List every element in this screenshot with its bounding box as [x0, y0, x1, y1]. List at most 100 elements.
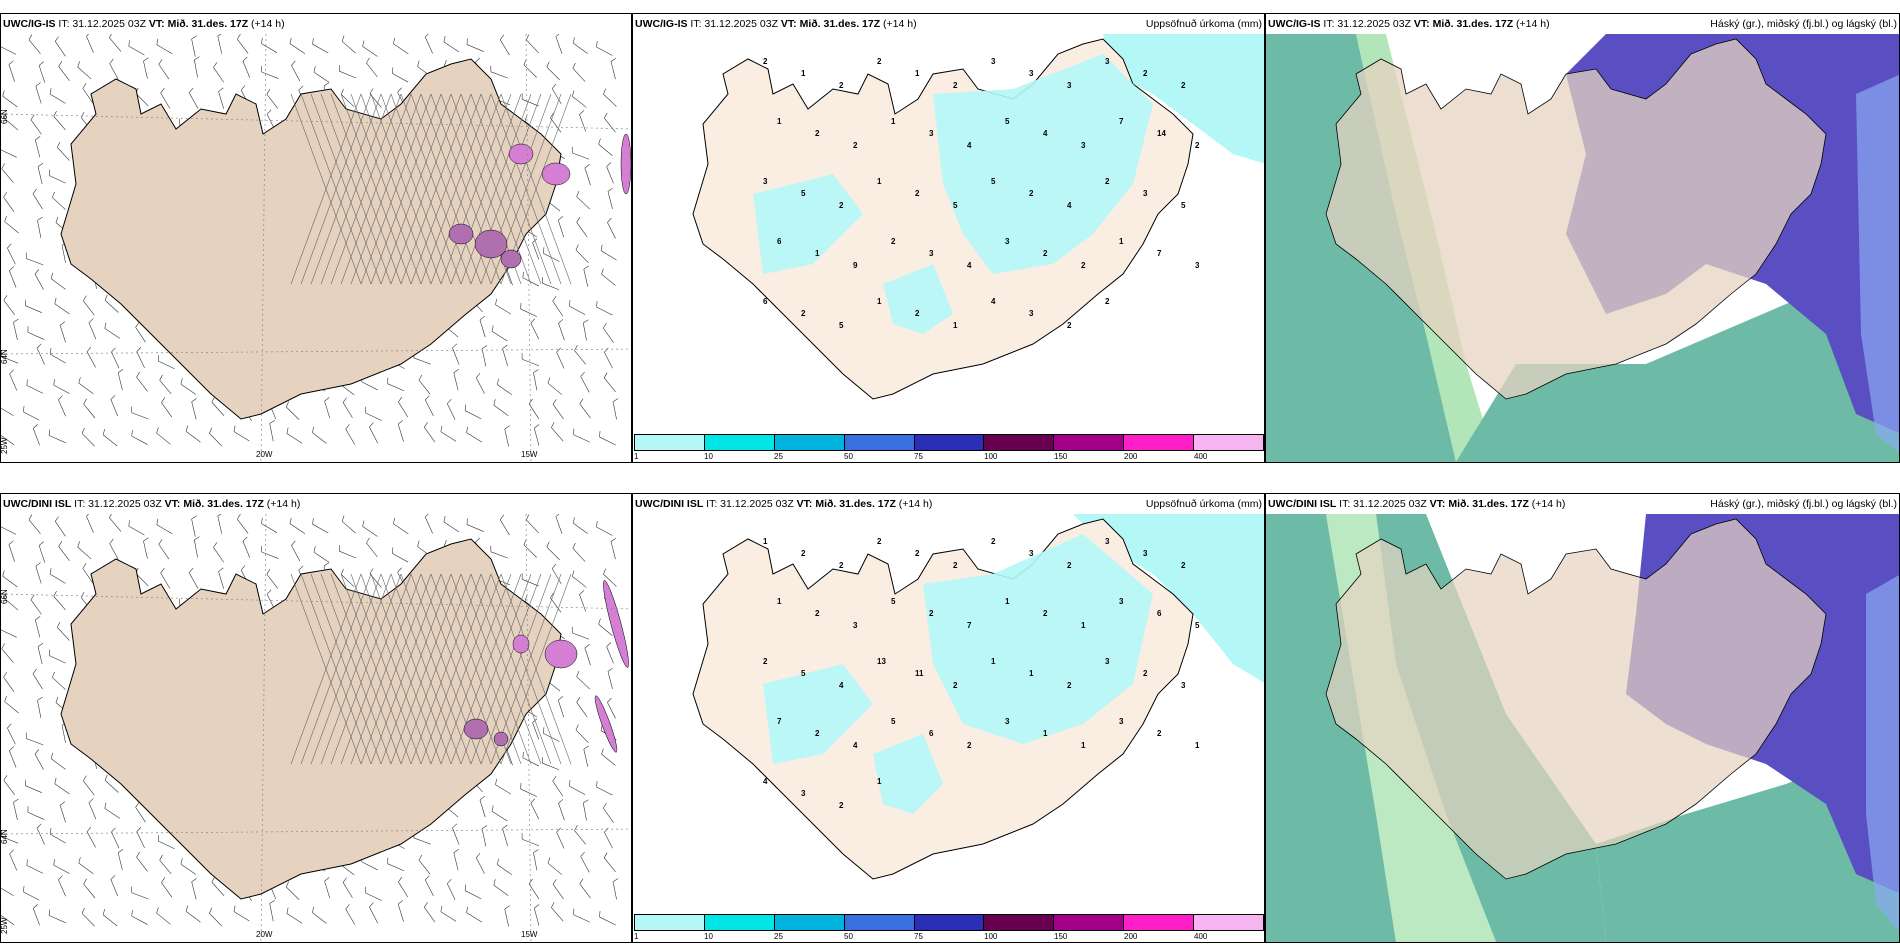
precip-value: 3 [1119, 717, 1124, 726]
wind-barb [607, 671, 613, 689]
precip-value: 3 [1005, 717, 1010, 726]
wind-barb [54, 41, 66, 57]
wind-barb-flag [266, 589, 272, 595]
colorbar-swatch [704, 435, 775, 450]
high-cloud-south [1456, 256, 1899, 462]
precip-value: 2 [929, 609, 934, 618]
precip-value: 2 [877, 537, 882, 546]
wind-barb-flag [600, 724, 603, 731]
colorbar-ticks: 1 10 25 50 75 100 150 200 400 [634, 932, 1264, 942]
wind-barb [7, 248, 16, 265]
precip-panel-top: UWC/IG-IS IT: 31.12.2025 03Z VT: Mið. 31… [632, 13, 1265, 463]
wind-barb-flag [109, 58, 114, 64]
cloud-title: Háský (gr.), miðský (fj.bl.) og lágský (… [1710, 498, 1897, 510]
precip-value: 13 [877, 657, 886, 666]
wind-barb [341, 574, 355, 588]
wind-barb-flag [3, 191, 8, 198]
precip-value: 2 [915, 189, 920, 198]
wind-barb [4, 118, 19, 131]
wind-barb [425, 399, 434, 417]
wind-barb [58, 546, 70, 562]
wind-barb-flag [117, 369, 124, 373]
wind-barb-flag [502, 344, 508, 349]
wind-barb-flag [598, 618, 601, 625]
wind-barb [499, 519, 510, 536]
wind-barb [82, 88, 94, 104]
wind-barb-flag [601, 268, 604, 275]
panel-title: UWC/IG-IS IT: 31.12.2025 03Z VT: Mið. 31… [635, 18, 917, 30]
colorbar-tick: 75 [914, 932, 923, 941]
wind-barb [78, 862, 94, 875]
wind-barb-flag [102, 428, 106, 435]
wind-barb [521, 579, 539, 587]
precip-value: 1 [877, 777, 882, 786]
wind-barb-flag [8, 540, 14, 545]
precip-value: 3 [1105, 57, 1110, 66]
wind-barb [78, 382, 94, 395]
wind-barb [583, 749, 589, 767]
wind-barb-flag [369, 422, 374, 428]
colorbar-tick: 200 [1124, 932, 1138, 941]
wind-barb [3, 300, 15, 315]
wind-barb [583, 269, 589, 287]
wind-barb-flag [109, 538, 114, 544]
wind-barb-flag [523, 539, 527, 546]
wind-barb [607, 702, 616, 719]
wind-barb-flag [345, 904, 350, 910]
wind-barb-flag [217, 514, 222, 517]
wind-barb-flag [479, 315, 485, 321]
precip-value: 7 [1119, 117, 1124, 126]
wind-barb [50, 758, 66, 770]
wind-barb [53, 384, 70, 394]
wind-barb [1, 629, 17, 638]
hatch-line [350, 573, 422, 765]
wind-barb [237, 518, 249, 534]
wind-barb-flag [602, 322, 607, 329]
wind-barb [30, 119, 42, 135]
wind-barb [83, 780, 95, 796]
precip-value: 1 [777, 597, 782, 606]
wind-barb [533, 372, 538, 391]
wind-barb [53, 596, 66, 611]
wind-barb [557, 700, 565, 718]
wind-barb [574, 350, 587, 365]
wind-barb [495, 784, 512, 795]
wind-barb [397, 424, 404, 442]
wind-barb-flag [233, 905, 236, 912]
wind-barb-flag [604, 112, 608, 119]
precip-value: 2 [915, 549, 920, 558]
colorbar-swatch [1124, 435, 1195, 450]
wind-barb [242, 540, 251, 558]
wind-barb-flag [53, 379, 55, 386]
wind-barb-flag [191, 35, 197, 40]
wind-barb [313, 551, 330, 563]
wind-barb [506, 268, 513, 286]
wind-barb [398, 401, 409, 418]
wind-barb-flag [397, 900, 404, 905]
wind-barb-flag [444, 59, 447, 66]
precip-value: 2 [877, 57, 882, 66]
wind-barb [2, 95, 18, 108]
wind-barb [26, 865, 44, 874]
wind-barb-flag [240, 85, 246, 91]
valid-time: VT: Mið. 31.des. 17Z [148, 18, 249, 30]
model-name: UWC/IG-IS [3, 18, 56, 30]
colorbar-tick: 1 [634, 452, 639, 461]
wind-barb-flag [109, 34, 112, 38]
wind-barb-flag [159, 854, 163, 861]
wind-barb-flag [580, 851, 585, 857]
precip-value: 2 [801, 309, 806, 318]
wind-barb-flag [311, 426, 315, 433]
wind-barb-flag [8, 60, 14, 65]
wind-barb [552, 780, 564, 797]
wind-barb [547, 862, 563, 875]
hatch-line [380, 93, 452, 285]
wind-barb-flag [185, 905, 188, 912]
wind-barb [558, 323, 565, 341]
wind-barb-flag [1, 643, 5, 649]
precip-value: 2 [1067, 561, 1072, 570]
wind-barb [465, 410, 482, 420]
precip-panel-bottom: UWC/DINI ISL IT: 31.12.2025 03Z VT: Mið.… [632, 493, 1265, 943]
wind-barb [572, 152, 590, 160]
wind-barb [9, 853, 18, 871]
